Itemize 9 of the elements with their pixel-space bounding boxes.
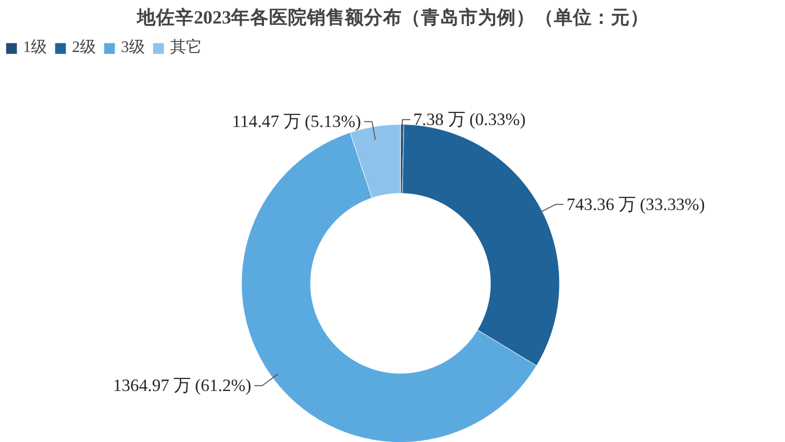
legend-label: 其它 xyxy=(170,38,202,58)
data-label: 743.36 万 (33.33%) xyxy=(566,194,706,214)
legend-label: 2级 xyxy=(72,38,96,58)
chart-title: 地佐辛2023年各医院销售额分布（青岛市为例）（单位：元） xyxy=(136,6,650,28)
legend-label: 1级 xyxy=(23,38,47,58)
data-label: 7.38 万 (0.33%) xyxy=(413,110,526,130)
legend-label: 3级 xyxy=(121,38,145,58)
data-label: 114.47 万 (5.13%) xyxy=(232,112,362,132)
data-label: 1364.97 万 (61.2%) xyxy=(112,376,252,396)
